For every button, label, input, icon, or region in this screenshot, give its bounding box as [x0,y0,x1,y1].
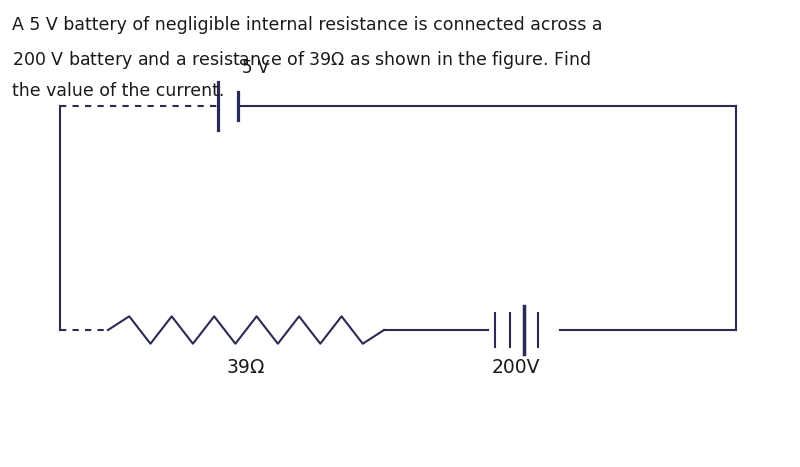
Text: A 5 V battery of negligible internal resistance is connected across a: A 5 V battery of negligible internal res… [12,16,602,35]
Text: 200V: 200V [492,358,540,377]
Text: the value of the current.: the value of the current. [12,82,224,100]
Text: $39\Omega$: $39\Omega$ [226,358,266,377]
Text: 5 V: 5 V [242,59,270,77]
Text: 200 V battery and a resistance of $39\Omega$ as shown in the figure. Find: 200 V battery and a resistance of $39\Om… [12,49,591,71]
